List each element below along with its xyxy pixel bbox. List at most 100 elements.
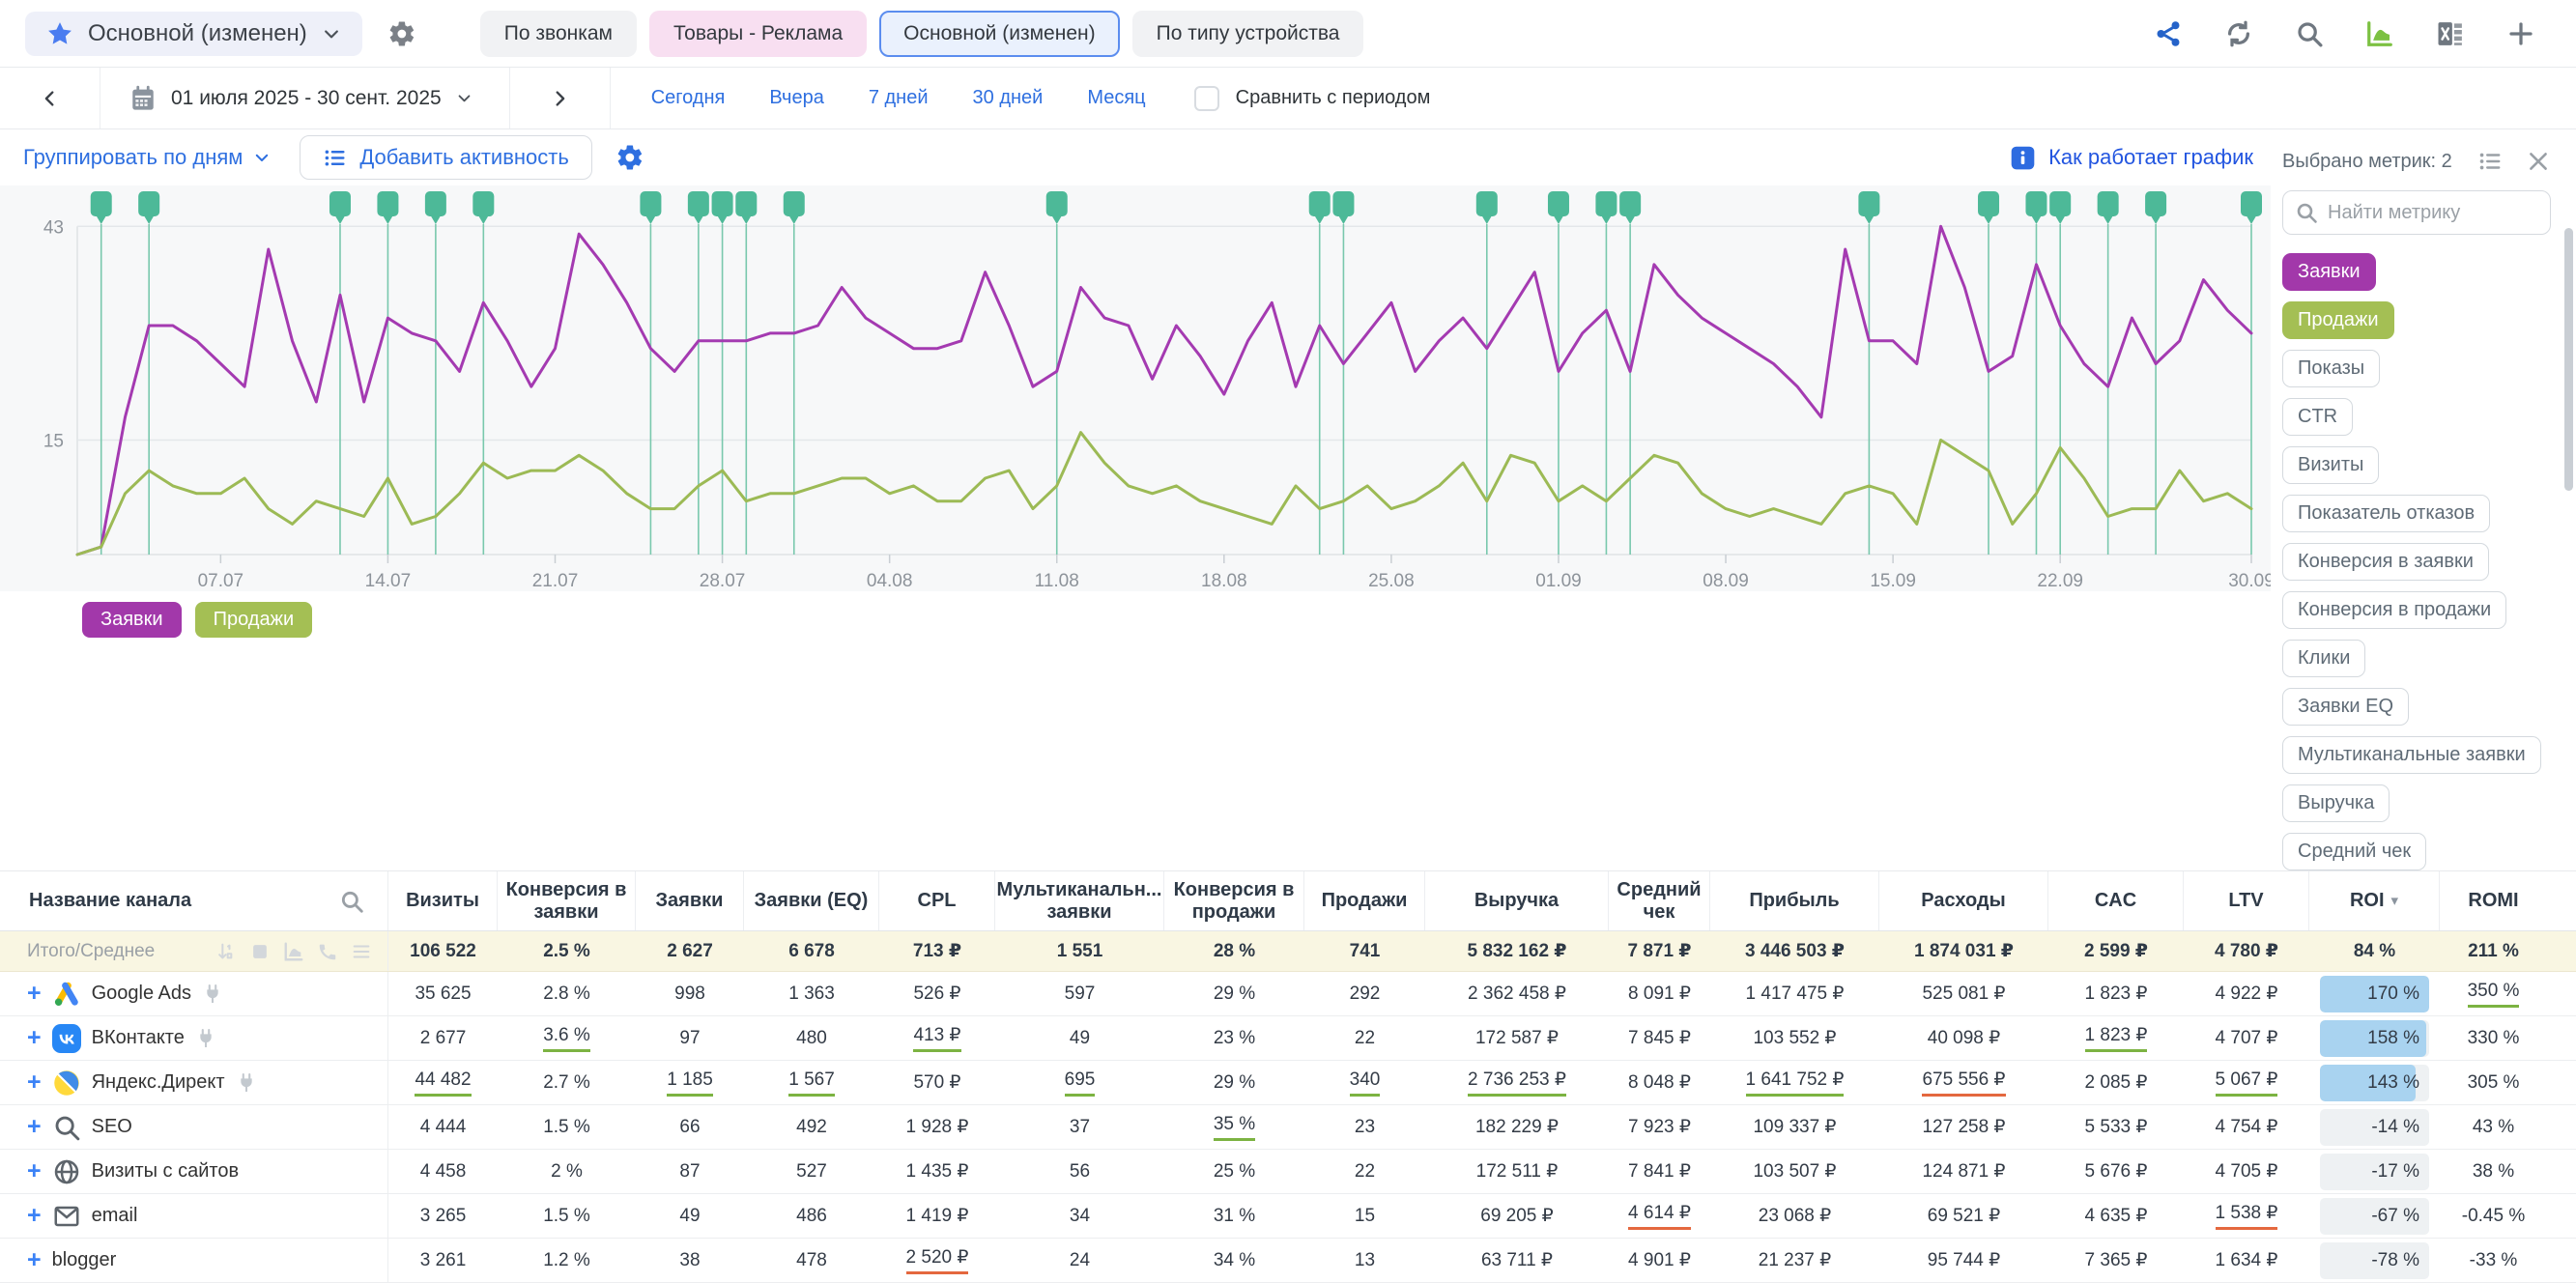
refresh-icon[interactable] — [2224, 19, 2253, 48]
sort-numeric-icon[interactable] — [215, 941, 237, 962]
cell: 29 % — [1164, 1061, 1304, 1104]
metric-tag[interactable]: Визиты — [2282, 446, 2379, 484]
column-header[interactable]: Продажи — [1304, 871, 1425, 930]
legend-pill[interactable]: Продажи — [195, 602, 313, 638]
metric-tag[interactable]: CTR — [2282, 398, 2353, 436]
channel-search-icon[interactable] — [339, 889, 364, 914]
date-quick-link[interactable]: Месяц — [1087, 87, 1145, 109]
cell: 34 — [995, 1194, 1164, 1238]
expand-row-button[interactable]: + — [27, 1026, 42, 1050]
tab-po-tipu-ustroystva[interactable]: По типу устройства — [1132, 11, 1364, 57]
metric-tag[interactable]: Средний чек — [2282, 833, 2426, 870]
cell: 56 — [995, 1150, 1164, 1193]
cell-value: 4 922 ₽ — [2216, 983, 2278, 1005]
expand-row-button[interactable]: + — [27, 1070, 42, 1095]
cell-value: 1 823 ₽ — [2085, 983, 2148, 1005]
add-icon[interactable] — [2506, 19, 2535, 48]
metrics-list-icon[interactable] — [2477, 149, 2503, 174]
cell: 158 % — [2309, 1016, 2440, 1060]
column-header[interactable]: Конверсия в заявки — [498, 871, 636, 930]
metric-tag[interactable]: Показатель отказов — [2282, 495, 2490, 532]
column-header-channel-name[interactable]: Название канала — [0, 871, 388, 930]
expand-row-button[interactable]: + — [27, 1115, 42, 1139]
channel-name[interactable]: email — [92, 1205, 138, 1227]
metric-tag[interactable]: Продажи — [2282, 301, 2394, 339]
how-chart-works-link[interactable]: Как работает график — [2010, 145, 2253, 171]
favorite-star-icon[interactable] — [46, 20, 73, 47]
column-header[interactable]: Заявки (EQ) — [744, 871, 879, 930]
next-period-button[interactable] — [510, 68, 611, 128]
compare-checkbox[interactable] — [1194, 86, 1219, 111]
column-header[interactable]: LTV — [2184, 871, 2309, 930]
expand-row-button[interactable]: + — [27, 982, 42, 1006]
channel-name[interactable]: Визиты с сайтов — [92, 1160, 239, 1183]
prev-period-button[interactable] — [0, 68, 100, 128]
metric-tag[interactable]: Заявки EQ — [2282, 688, 2409, 726]
date-quick-link[interactable]: 30 дней — [973, 87, 1044, 109]
chart-settings-gear-icon[interactable] — [615, 143, 644, 172]
metric-tag[interactable]: Конверсия в продажи — [2282, 591, 2506, 629]
column-header[interactable]: Расходы — [1879, 871, 2048, 930]
expand-row-button[interactable]: + — [27, 1204, 42, 1228]
stop-square-icon[interactable] — [249, 941, 271, 962]
group-by-dropdown[interactable]: Группировать по дням — [23, 145, 271, 170]
cell-value: 597 — [1065, 984, 1096, 1005]
column-header[interactable]: Мультиканальн... заявки — [995, 871, 1164, 930]
cell: 40 098 ₽ — [1879, 1016, 2048, 1060]
column-header[interactable]: CPL — [879, 871, 995, 930]
close-icon[interactable] — [2526, 149, 2551, 174]
metric-search-input[interactable] — [2282, 190, 2551, 235]
list-plain-icon[interactable] — [351, 941, 372, 962]
channel-name[interactable]: Google Ads — [92, 983, 191, 1005]
column-header[interactable]: Конверсия в продажи — [1164, 871, 1304, 930]
cell-value: 2 599 ₽ — [2084, 940, 2148, 962]
column-header[interactable]: Средний чек — [1609, 871, 1710, 930]
channel-name[interactable]: ВКонтакте — [92, 1027, 185, 1049]
cell-value: 1 823 ₽ — [2085, 1024, 2148, 1052]
expand-row-button[interactable]: + — [27, 1159, 42, 1183]
column-header[interactable]: Заявки — [636, 871, 744, 930]
search-icon[interactable] — [2295, 19, 2324, 48]
cell: 292 — [1304, 972, 1425, 1015]
chevron-down-icon — [456, 90, 472, 106]
column-header[interactable]: Визиты — [388, 871, 498, 930]
area-chart-icon[interactable] — [2365, 19, 2394, 48]
activity-line-chart[interactable]: 431507.0714.0721.0728.0704.0811.0818.082… — [0, 185, 2271, 591]
metric-tag[interactable]: Показы — [2282, 350, 2380, 387]
legend-pill[interactable]: Заявки — [82, 602, 182, 638]
metric-tag[interactable]: Выручка — [2282, 784, 2390, 822]
column-header[interactable]: CAC — [2048, 871, 2184, 930]
date-quick-link[interactable]: Сегодня — [651, 87, 726, 109]
panel-scrollbar[interactable] — [2564, 228, 2573, 491]
column-header[interactable]: ROI▾ — [2309, 871, 2440, 930]
excel-export-icon[interactable] — [2436, 19, 2465, 48]
date-quick-link[interactable]: Вчера — [769, 87, 823, 109]
cell-value: 1 417 475 ₽ — [1746, 983, 1845, 1005]
area-chart-icon[interactable] — [283, 941, 304, 962]
tab-po-zvonkam[interactable]: По звонкам — [480, 11, 637, 57]
date-range-picker[interactable]: 01 июля 2025 - 30 сент. 2025 — [100, 68, 510, 128]
channel-name-cell: + Google Ads — [0, 972, 388, 1015]
column-header[interactable]: Выручка — [1425, 871, 1609, 930]
metric-tag[interactable]: Конверсия в заявки — [2282, 543, 2489, 581]
column-header[interactable]: Прибыль — [1710, 871, 1879, 930]
phone-icon[interactable] — [317, 941, 338, 962]
cell-value: 1 928 ₽ — [906, 1116, 969, 1138]
column-header[interactable]: ROMI — [2440, 871, 2547, 930]
metric-tag[interactable]: Клики — [2282, 640, 2365, 677]
tab-osnovnoy-izmenen[interactable]: Основной (изменен) — [879, 11, 1119, 57]
view-settings-gear-icon[interactable] — [387, 19, 416, 48]
date-quick-link[interactable]: 7 дней — [869, 87, 929, 109]
metric-tag[interactable]: Мультиканальные заявки — [2282, 736, 2541, 774]
expand-row-button[interactable]: + — [27, 1248, 42, 1272]
cell-value: 158 % — [2367, 1020, 2419, 1057]
channel-name[interactable]: Яндекс.Директ — [92, 1071, 225, 1094]
tab-tovary-reklama[interactable]: Товары - Реклама — [649, 11, 867, 57]
channel-name[interactable]: SEO — [92, 1116, 132, 1138]
add-activity-button[interactable]: Добавить активность — [300, 135, 591, 180]
view-selector[interactable]: Основной (изменен) — [25, 12, 362, 56]
metric-tag[interactable]: Заявки — [2282, 253, 2376, 291]
compare-with-period[interactable]: Сравнить с периодом — [1194, 86, 1431, 111]
channel-name[interactable]: blogger — [52, 1249, 117, 1271]
share-icon[interactable] — [2154, 19, 2183, 48]
